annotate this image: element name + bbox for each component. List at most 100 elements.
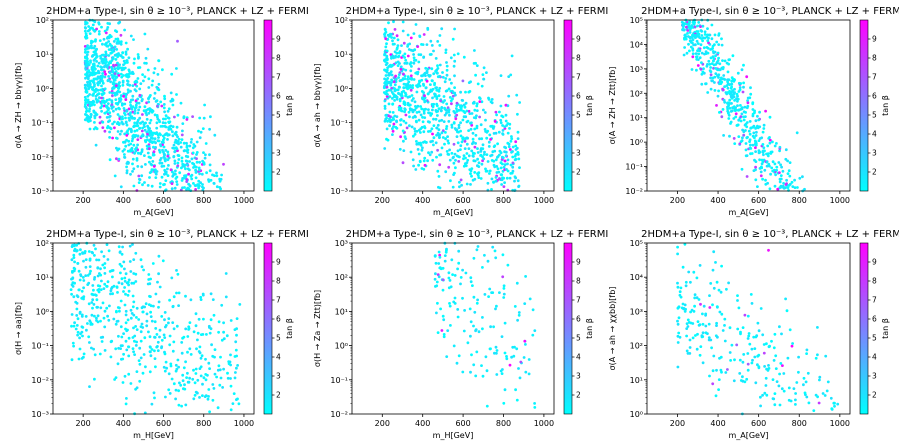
data-point: [750, 361, 754, 365]
data-point: [504, 146, 508, 150]
data-point: [484, 118, 487, 122]
data-point: [417, 152, 421, 156]
data-point: [119, 40, 123, 44]
data-point: [391, 39, 394, 43]
data-point: [453, 152, 457, 156]
data-point: [88, 82, 92, 86]
data-point: [696, 58, 700, 61]
data-point: [676, 365, 680, 369]
data-point: [501, 169, 505, 173]
data-point: [398, 107, 402, 110]
data-point: [85, 53, 89, 57]
data-point: [155, 121, 159, 125]
data-point: [720, 312, 724, 316]
data-point: [197, 179, 201, 183]
data-point: [788, 161, 792, 165]
data-point: [131, 70, 134, 74]
colorbar-tick-label: 3: [276, 372, 281, 381]
data-point: [219, 187, 223, 191]
data-point: [708, 306, 712, 309]
data-point: [721, 329, 725, 332]
data-point: [709, 73, 713, 77]
data-point: [384, 28, 387, 32]
data-point: [739, 119, 743, 123]
data-point: [97, 71, 101, 75]
data-point: [794, 398, 797, 402]
data-point: [688, 36, 692, 40]
data-point: [200, 333, 203, 336]
data-point: [795, 131, 799, 135]
data-point: [704, 313, 707, 317]
data-point: [165, 366, 169, 370]
data-point: [460, 183, 463, 187]
data-point: [171, 130, 174, 134]
data-point: [686, 22, 689, 26]
data-point: [736, 327, 740, 331]
data-point: [188, 347, 192, 351]
data-point: [160, 175, 164, 179]
data-point: [99, 273, 103, 277]
data-point: [159, 157, 163, 160]
data-point: [745, 125, 749, 129]
data-point: [788, 328, 792, 332]
data-point: [395, 88, 398, 92]
data-point: [782, 372, 786, 375]
data-point: [405, 126, 409, 130]
data-point: [736, 71, 740, 75]
data-point: [119, 42, 123, 46]
data-point: [149, 310, 153, 314]
data-point: [695, 296, 699, 300]
data-point: [113, 174, 117, 178]
data-point: [128, 112, 132, 116]
y-tick-label: 10¹: [335, 50, 348, 59]
data-point: [164, 325, 167, 329]
colorbar-tick-label: 7: [872, 73, 877, 82]
data-point: [725, 287, 728, 291]
data-point: [715, 368, 718, 372]
data-point: [468, 307, 472, 311]
data-point: [480, 100, 484, 104]
data-point: [102, 316, 106, 320]
data-point: [495, 171, 499, 174]
data-point: [473, 145, 477, 149]
data-point: [733, 99, 736, 102]
data-point: [492, 325, 495, 329]
data-point: [746, 96, 750, 100]
data-point: [757, 118, 761, 122]
data-point: [213, 348, 217, 351]
data-point: [705, 64, 709, 68]
data-point: [716, 51, 720, 55]
data-point: [751, 134, 755, 138]
data-point: [478, 137, 481, 141]
data-point: [761, 150, 765, 154]
data-point: [754, 126, 757, 130]
data-point: [480, 84, 484, 88]
data-point: [179, 145, 183, 149]
data-point: [522, 356, 526, 359]
data-point: [718, 62, 722, 66]
data-point: [474, 73, 477, 77]
data-point: [193, 393, 197, 397]
data-point: [451, 185, 455, 189]
data-point: [173, 159, 177, 163]
data-point: [134, 325, 138, 328]
data-point: [88, 272, 92, 275]
data-point: [92, 127, 96, 131]
data-point: [387, 88, 391, 92]
data-point: [394, 94, 398, 98]
data-point: [171, 304, 175, 308]
data-point: [748, 120, 752, 123]
data-point: [138, 105, 142, 109]
data-point: [730, 82, 734, 86]
data-point: [730, 85, 733, 89]
data-point: [111, 87, 114, 91]
data-point: [177, 365, 181, 369]
data-point: [166, 174, 170, 178]
data-point: [500, 372, 504, 375]
data-point: [104, 31, 108, 35]
data-point: [91, 23, 95, 27]
data-point: [171, 134, 175, 138]
data-point: [399, 123, 403, 127]
data-point: [833, 401, 836, 405]
data-point: [92, 109, 96, 113]
